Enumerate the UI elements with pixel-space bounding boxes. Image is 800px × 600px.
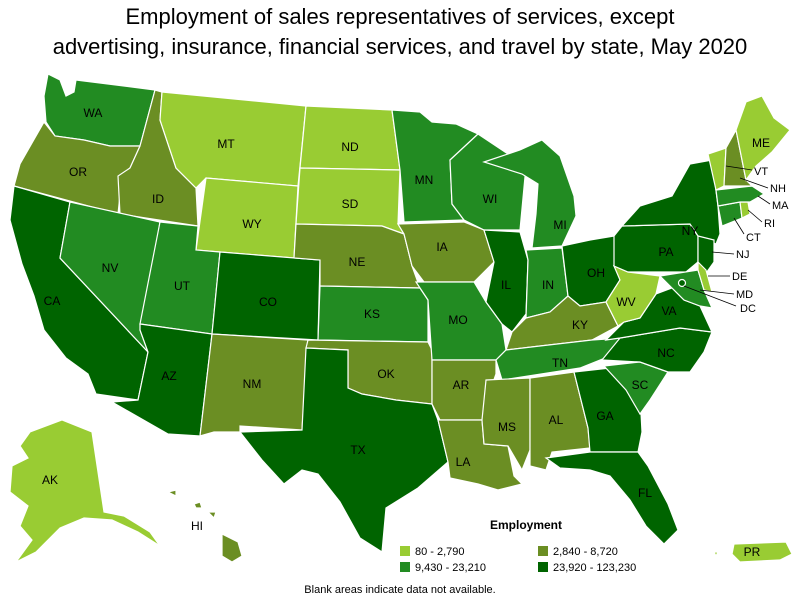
label-al: AL — [549, 413, 564, 427]
title-line-1: Employment of sales representatives of s… — [125, 4, 675, 29]
label-nj: NJ — [736, 249, 749, 261]
state-me[interactable] — [735, 95, 791, 182]
label-de: DE — [732, 271, 747, 283]
label-ok: OK — [377, 367, 394, 381]
legend-item-3: 9,430 - 23,210 — [400, 562, 486, 574]
label-fl: FL — [638, 486, 652, 500]
label-nh: NH — [770, 183, 786, 195]
label-ny: NY — [682, 224, 699, 238]
label-mn: MN — [415, 173, 434, 187]
legend-swatch-3 — [400, 562, 410, 572]
label-wv: WV — [616, 295, 635, 309]
label-nv: NV — [102, 261, 119, 275]
label-il: IL — [501, 278, 511, 292]
label-ms: MS — [498, 420, 516, 434]
state-nh[interactable] — [723, 128, 754, 187]
label-pa: PA — [658, 245, 673, 259]
state-ks[interactable] — [317, 285, 429, 343]
legend-label-2: 2,840 - 8,720 — [553, 546, 618, 558]
title-line-2: advertising, insurance, financial servic… — [52, 34, 748, 59]
label-vt: VT — [754, 166, 768, 178]
label-wa: WA — [84, 106, 103, 120]
legend-swatch-4 — [538, 562, 548, 572]
legend-title: Employment — [490, 518, 563, 532]
legend-swatch-2 — [538, 546, 548, 556]
label-mo: MO — [448, 313, 467, 327]
label-az: AZ — [161, 369, 176, 383]
label-id: ID — [152, 192, 164, 206]
label-mi: MI — [553, 218, 566, 232]
label-nm: NM — [243, 377, 262, 391]
label-ct: CT — [746, 232, 761, 244]
label-dc: DC — [740, 303, 756, 315]
label-ne: NE — [349, 255, 366, 269]
label-in: IN — [542, 278, 554, 292]
legend-label-4: 23,920 - 123,230 — [553, 562, 637, 574]
legend-label-1: 80 - 2,790 — [415, 546, 465, 558]
legend-item-1: 80 - 2,790 — [400, 546, 465, 558]
data-note: Blank areas indicate data not available. — [304, 584, 496, 596]
legend-item-2: 2,840 - 8,720 — [538, 546, 618, 558]
label-ca: CA — [44, 294, 61, 308]
legend-swatch-1 — [400, 546, 410, 556]
label-wi: WI — [483, 192, 498, 206]
label-ar: AR — [453, 378, 470, 392]
label-ga: GA — [596, 409, 613, 423]
label-ia: IA — [436, 240, 447, 254]
label-ma: MA — [772, 200, 789, 212]
label-oh: OH — [587, 266, 605, 280]
label-va: VA — [661, 304, 676, 318]
label-co: CO — [259, 295, 277, 309]
state-nd[interactable] — [299, 105, 401, 171]
state-tx[interactable] — [238, 347, 449, 554]
state-wv[interactable] — [605, 264, 661, 327]
label-ks: KS — [364, 307, 380, 321]
state-pr[interactable] — [713, 541, 793, 563]
legend-item-4: 23,920 - 123,230 — [538, 562, 636, 574]
state-ak[interactable] — [9, 419, 161, 563]
label-tn: TN — [552, 356, 568, 370]
label-me: ME — [752, 136, 770, 150]
map-title: Employment of sales representatives of s… — [0, 2, 800, 62]
label-md: MD — [736, 289, 753, 301]
label-tx: TX — [350, 443, 365, 457]
label-ri: RI — [764, 218, 775, 230]
state-labels: WA OR CA ID NV MT WY UT AZ CO NM ND SD N… — [42, 106, 789, 559]
state-fl[interactable] — [544, 451, 679, 545]
label-mt: MT — [217, 137, 235, 151]
state-hi[interactable] — [166, 489, 243, 563]
label-sd: SD — [342, 197, 359, 211]
label-hi: HI — [191, 519, 203, 533]
label-wy: WY — [242, 217, 261, 231]
label-nd: ND — [341, 140, 359, 154]
label-ky: KY — [572, 318, 588, 332]
state-dc[interactable] — [677, 278, 687, 288]
legend: Employment 80 - 2,790 2,840 - 8,720 9,43… — [400, 518, 640, 578]
state-mi[interactable] — [482, 139, 577, 249]
label-or: OR — [69, 165, 87, 179]
label-nc: NC — [657, 346, 675, 360]
label-la: LA — [456, 455, 471, 469]
label-ak: AK — [42, 473, 58, 487]
label-pr: PR — [744, 545, 761, 559]
label-sc: SC — [632, 378, 649, 392]
legend-label-3: 9,430 - 23,210 — [415, 562, 486, 574]
label-ut: UT — [174, 279, 191, 293]
